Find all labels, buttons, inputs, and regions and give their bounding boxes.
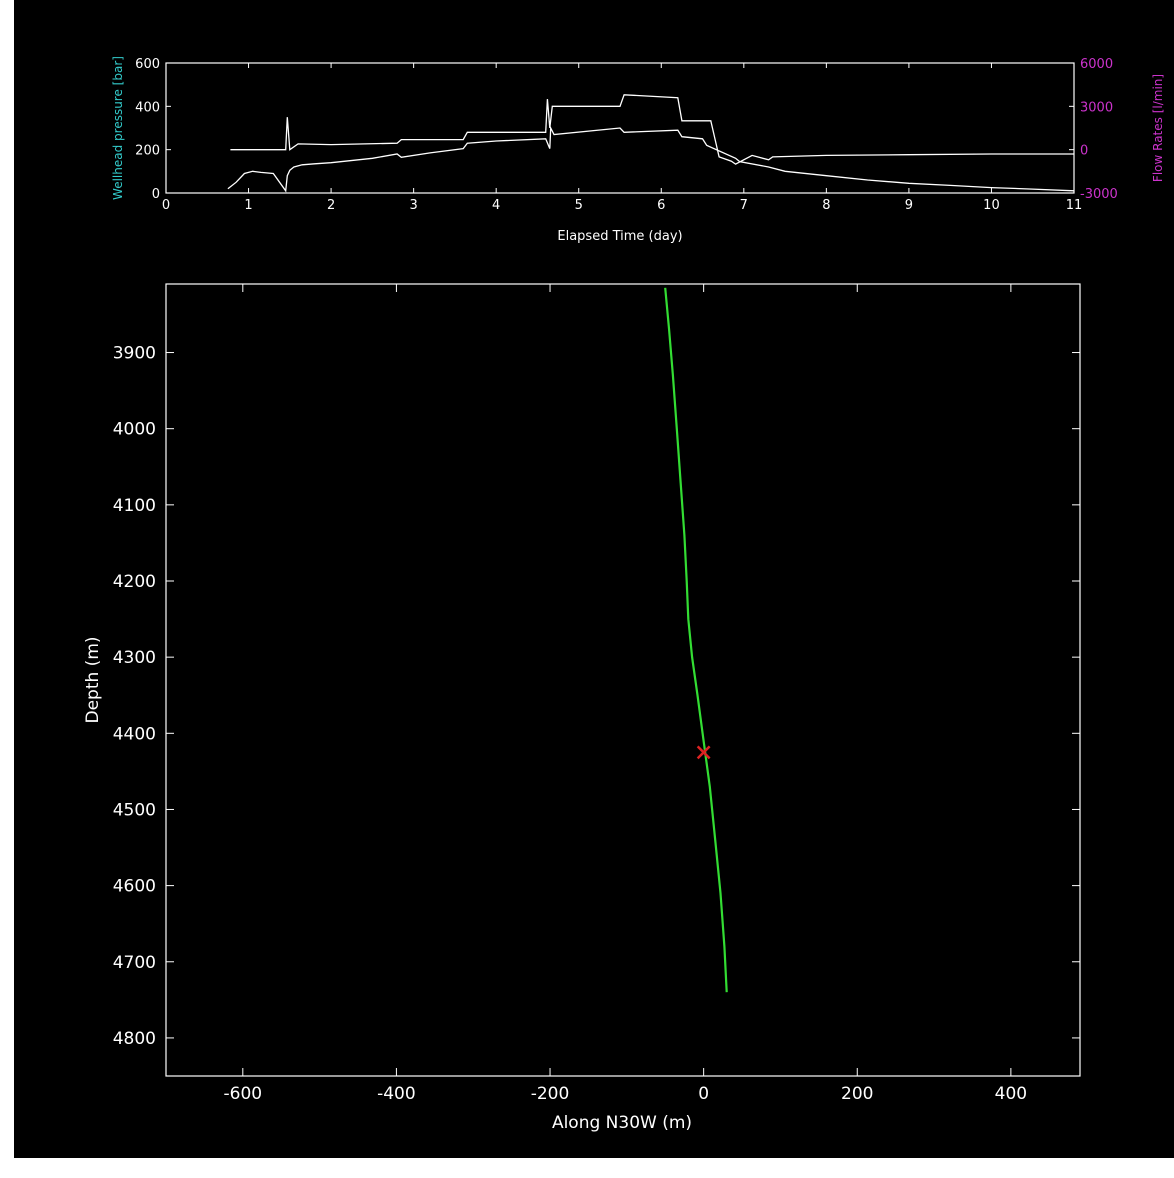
chart1-ytick-right-label: -3000 — [1080, 187, 1118, 202]
chart2-ytick-label: 4400 — [113, 724, 156, 744]
chart1-ytick-right-label: 6000 — [1080, 57, 1113, 72]
chart2-ytick-label: 3900 — [113, 344, 156, 364]
chart1-series-line-0 — [227, 125, 1075, 193]
chart1-ylabel-right: Flow Rates [l/min] — [1151, 74, 1165, 182]
chart1-ytick-label: 600 — [135, 57, 160, 72]
figure-canvas: 0 1 2 3 4 5 6 7 8 9 10 11 0 200 400 600 -3000 0 3000 6000… — [14, 0, 1174, 1158]
chart1-ytick-label: 0 — [152, 187, 160, 202]
chart2-xtick-label: 400 — [995, 1084, 1027, 1104]
chart1-xtick-label: 9 — [905, 198, 913, 213]
chart2-xtick-label: -400 — [377, 1084, 416, 1104]
chart2-xtick-label: 200 — [841, 1084, 873, 1104]
chart2-ytick-label: 4200 — [113, 572, 156, 592]
chart2-frame — [165, 283, 1081, 1077]
chart1-xtick-label: 4 — [492, 198, 500, 213]
chart2-ytick-label: 4700 — [113, 953, 156, 973]
chart2-ytick-label: 4500 — [113, 800, 156, 820]
chart1-frame — [165, 62, 1075, 194]
chart1-xtick-label: 5 — [575, 198, 583, 213]
chart1-xtick-label: 6 — [657, 198, 665, 213]
chart1-ytick-right-label: 3000 — [1080, 100, 1113, 115]
chart2-ytick-label: 4800 — [113, 1029, 156, 1049]
well-trajectory-chart: -600 -400 -200 0 200 400 3900 4000 4100 4200 4300… — [83, 283, 1081, 1133]
chart1-xlabel: Elapsed Time (day) — [557, 229, 682, 244]
chart2-ytick-label: 4600 — [113, 877, 156, 897]
chart1-series-line-1 — [230, 94, 1074, 165]
pressure-flow-chart: 0 1 2 3 4 5 6 7 8 9 10 11 0 200 400 600 -3000 0 3000 6000… — [111, 56, 1165, 244]
chart1-ytick-label: 400 — [135, 100, 160, 115]
chart2-xtick-label: 0 — [698, 1084, 709, 1104]
chart2-ytick-label: 4300 — [113, 648, 156, 668]
chart2-event-marker — [696, 745, 711, 760]
chart2-ytick-label: 4000 — [113, 420, 156, 440]
chart1-xtick-label: 8 — [822, 198, 830, 213]
chart1-ytick-label: 200 — [135, 144, 160, 159]
chart1-xtick-label: 0 — [162, 198, 170, 213]
chart1-xtick-label: 7 — [740, 198, 748, 213]
chart2-ylabel: Depth (m) — [83, 636, 103, 723]
chart1-ylabel: Wellhead pressure [bar] — [111, 56, 125, 200]
chart1-xtick-label: 11 — [1066, 198, 1083, 213]
chart2-marker-stroke — [696, 745, 711, 760]
chart2-ytick-label: 4100 — [113, 496, 156, 516]
chart1-xtick-label: 1 — [244, 198, 252, 213]
chart1-ytick-right-label: 0 — [1080, 144, 1088, 159]
chart2-xtick-label: -200 — [531, 1084, 570, 1104]
chart1-xtick-label: 3 — [409, 198, 417, 213]
chart1-xtick-label: 10 — [983, 198, 1000, 213]
chart1-xtick-label: 2 — [327, 198, 335, 213]
chart2-well-trace — [664, 287, 728, 993]
chart2-xlabel: Along N30W (m) — [552, 1113, 692, 1133]
chart2-xtick-label: -600 — [224, 1084, 263, 1104]
